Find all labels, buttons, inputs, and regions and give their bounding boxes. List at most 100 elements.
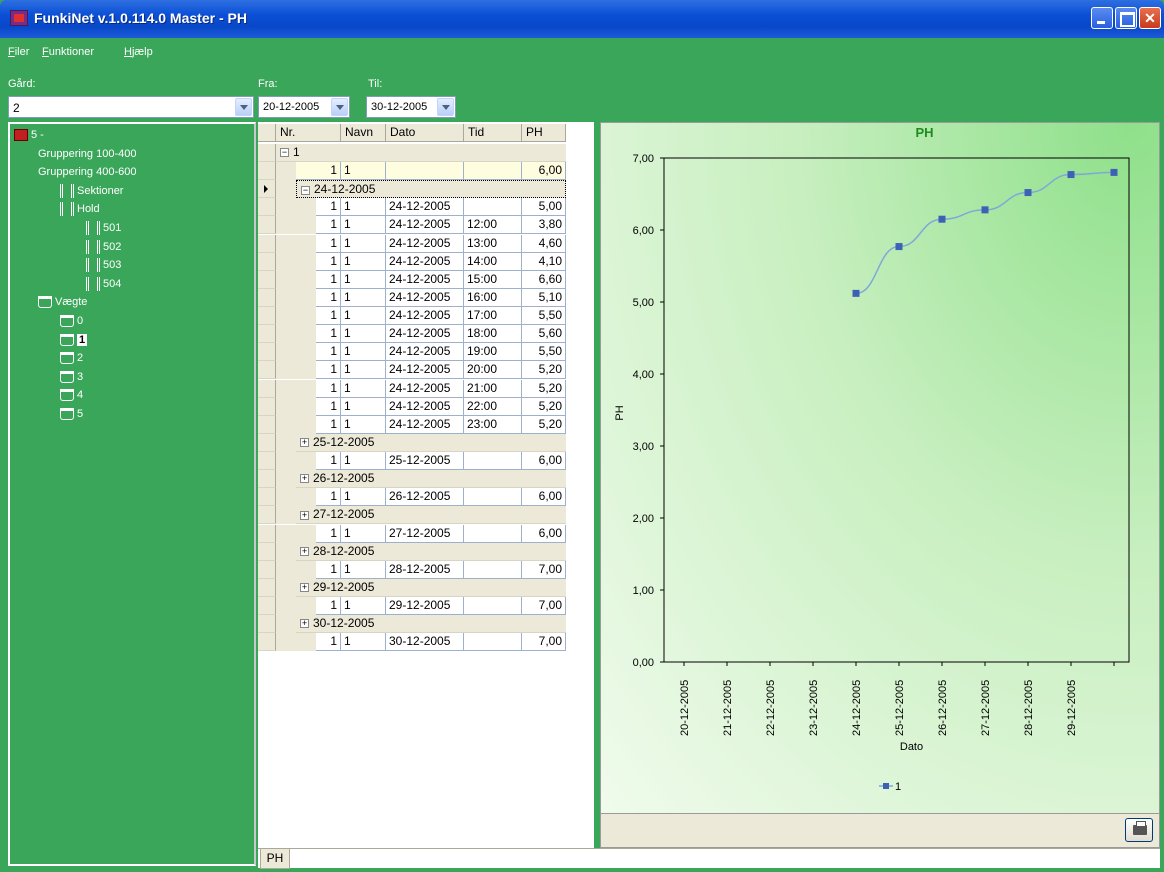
cell-ph[interactable]: 5,60 <box>522 325 566 344</box>
row-selector[interactable] <box>258 343 276 362</box>
expand-icon[interactable]: + <box>300 618 309 629</box>
cell-tid[interactable]: 13:00 <box>464 234 522 253</box>
cell-dato[interactable]: 29-12-2005 <box>386 597 464 615</box>
group-row[interactable]: −24-12-2005 <box>296 180 566 199</box>
tree-node[interactable]: 5 - <box>14 126 44 144</box>
cell-nr[interactable]: 1 <box>316 288 341 307</box>
chevron-down-icon[interactable] <box>437 98 454 116</box>
cell-tid[interactable] <box>464 633 522 652</box>
cell-ph[interactable]: 6,60 <box>522 270 566 289</box>
cell-navn[interactable]: 1 <box>341 252 386 271</box>
cell-tid[interactable] <box>464 560 522 579</box>
row-selector[interactable] <box>258 433 276 452</box>
cell-nr[interactable]: 1 <box>316 270 341 289</box>
cell-dato[interactable]: 24-12-2005 <box>386 397 464 416</box>
group-row[interactable]: +27-12-2005 <box>296 506 566 525</box>
chevron-down-icon[interactable] <box>331 98 348 116</box>
tree-node[interactable]: 504 <box>86 275 121 293</box>
cell-tid[interactable] <box>464 452 522 471</box>
tree-node[interactable]: Sektioner <box>60 182 123 200</box>
cell-ph[interactable]: 4,10 <box>522 252 566 271</box>
expand-icon[interactable]: + <box>300 473 309 484</box>
row-selector[interactable] <box>258 506 276 525</box>
row-selector[interactable] <box>258 252 276 271</box>
row-selector[interactable] <box>258 633 276 652</box>
tree-node[interactable]: Vægte <box>38 293 87 311</box>
cell-navn[interactable]: 1 <box>341 307 386 326</box>
row-selector[interactable] <box>258 307 276 326</box>
cell-dato[interactable]: 24-12-2005 <box>386 325 464 344</box>
group-row[interactable]: +30-12-2005 <box>296 615 566 634</box>
row-selector[interactable] <box>258 234 276 253</box>
group-row[interactable]: +25-12-2005 <box>296 433 566 452</box>
collapse-icon[interactable]: − <box>301 184 310 195</box>
cell-nr[interactable]: 1 <box>316 597 341 615</box>
cell-dato[interactable]: 24-12-2005 <box>386 288 464 307</box>
cell-dato[interactable]: 30-12-2005 <box>386 633 464 652</box>
tree-node[interactable]: 4 <box>60 386 83 404</box>
cell-navn[interactable]: 1 <box>341 270 386 289</box>
expand-icon[interactable]: + <box>300 437 309 448</box>
cell-ph[interactable]: 4,60 <box>522 234 566 253</box>
row-selector[interactable] <box>258 578 276 597</box>
cell-tid[interactable] <box>464 198 522 217</box>
cell-tid[interactable] <box>464 488 522 507</box>
cell-nr[interactable]: 1 <box>316 397 341 416</box>
cell-nr[interactable]: 1 <box>316 216 341 235</box>
cell-ph[interactable]: 5,10 <box>522 288 566 307</box>
gaard-select[interactable]: 2 <box>8 96 254 118</box>
tab-ph[interactable]: PH <box>260 849 290 869</box>
cell-ph[interactable]: 5,20 <box>522 361 566 380</box>
maximize-button[interactable] <box>1115 7 1137 29</box>
fra-date-picker[interactable]: 20-12-2005 <box>258 96 350 118</box>
cell-tid[interactable]: 23:00 <box>464 415 522 434</box>
row-selector[interactable] <box>258 325 276 344</box>
row-selector[interactable] <box>258 452 276 471</box>
cell-tid[interactable]: 17:00 <box>464 307 522 326</box>
grid-column-header[interactable]: PH <box>522 124 566 142</box>
cell-dato[interactable]: 24-12-2005 <box>386 379 464 398</box>
print-button[interactable] <box>1125 818 1153 842</box>
tree-node[interactable]: 502 <box>86 238 121 256</box>
group-row[interactable]: +26-12-2005 <box>296 470 566 489</box>
tree-node[interactable]: 503 <box>86 256 121 274</box>
cell-dato[interactable]: 24-12-2005 <box>386 252 464 271</box>
cell-dato[interactable]: 28-12-2005 <box>386 560 464 579</box>
cell-nr[interactable]: 1 <box>316 415 341 434</box>
cell-dato[interactable]: 24-12-2005 <box>386 216 464 235</box>
cell-ph[interactable]: 5,50 <box>522 307 566 326</box>
cell-dato[interactable]: 27-12-2005 <box>386 524 464 543</box>
cell-dato[interactable]: 24-12-2005 <box>386 361 464 380</box>
grid-column-header[interactable]: Tid <box>464 124 522 142</box>
grid-column-header[interactable]: Navn <box>341 124 386 142</box>
group-row[interactable]: +29-12-2005 <box>296 578 566 597</box>
cell-navn[interactable]: 1 <box>341 560 386 579</box>
cell-tid[interactable] <box>464 597 522 615</box>
cell-tid[interactable]: 18:00 <box>464 325 522 344</box>
row-selector[interactable] <box>258 379 276 398</box>
row-selector[interactable] <box>258 361 276 380</box>
row-selector[interactable] <box>258 542 276 561</box>
tree-node[interactable]: Gruppering 100-400 <box>38 145 136 163</box>
expand-icon[interactable]: + <box>300 545 309 556</box>
tree-node[interactable]: 1 <box>60 331 88 349</box>
collapse-icon[interactable]: − <box>280 147 289 158</box>
cell-navn[interactable]: 1 <box>341 452 386 471</box>
group-row[interactable]: −1 <box>276 144 566 162</box>
cell-nr[interactable]: 1 <box>316 379 341 398</box>
splitter[interactable] <box>594 122 600 848</box>
close-button[interactable]: ✕ <box>1139 7 1161 29</box>
cell-navn[interactable]: 1 <box>341 325 386 344</box>
row-selector[interactable] <box>258 288 276 307</box>
cell-nr[interactable]: 1 <box>296 162 341 181</box>
row-selector[interactable] <box>258 470 276 489</box>
cell-ph[interactable]: 7,00 <box>522 633 566 652</box>
expand-icon[interactable]: + <box>300 582 309 593</box>
row-selector[interactable] <box>258 597 276 615</box>
cell-nr[interactable]: 1 <box>316 524 341 543</box>
cell-ph[interactable]: 5,20 <box>522 379 566 398</box>
cell-navn[interactable]: 1 <box>341 162 386 181</box>
cell-navn[interactable]: 1 <box>341 343 386 362</box>
menu-funktioner[interactable]: Funktioner <box>42 46 94 58</box>
cell-dato[interactable]: 24-12-2005 <box>386 198 464 217</box>
